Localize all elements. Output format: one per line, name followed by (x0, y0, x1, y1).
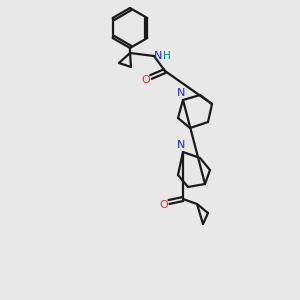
Text: O: O (160, 200, 168, 210)
Text: N: N (177, 140, 185, 150)
Text: N: N (177, 88, 185, 98)
Text: H: H (163, 51, 171, 61)
Text: O: O (142, 75, 150, 85)
Text: N: N (154, 51, 162, 61)
